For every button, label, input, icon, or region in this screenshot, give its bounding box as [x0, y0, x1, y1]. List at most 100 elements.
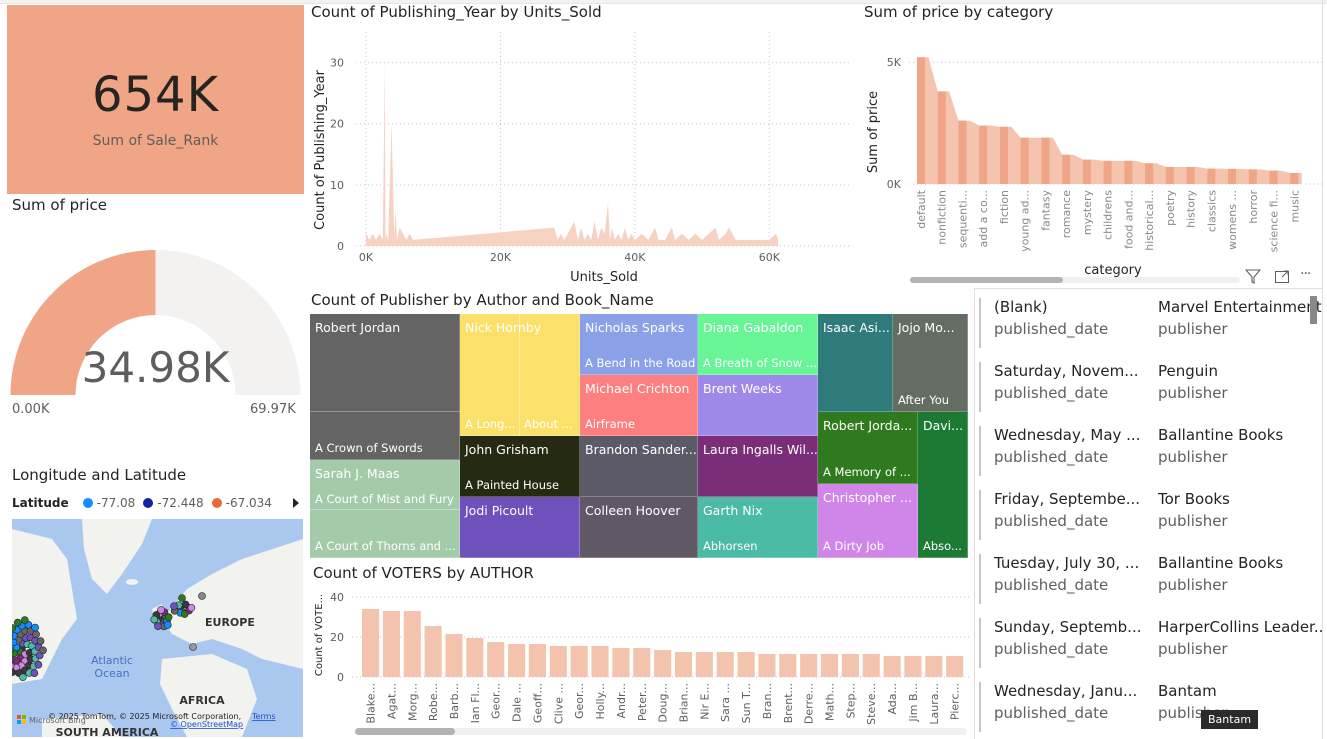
treemap-tile[interactable]: Laura Ingalls Wil...: [698, 436, 818, 497]
category-bar[interactable]: [979, 125, 988, 184]
category-scrollbar-thumb[interactable]: [910, 277, 1063, 283]
category-bar[interactable]: [1165, 166, 1174, 184]
category-scrollbar-track[interactable]: [910, 277, 1240, 283]
category-bar[interactable]: [1124, 160, 1133, 184]
record-card[interactable]: (Blank) published_date Marvel Entertainmen…: [979, 298, 1322, 348]
map-point[interactable]: [12, 624, 17, 632]
map-point[interactable]: [189, 643, 197, 651]
category-bar[interactable]: [1248, 169, 1257, 184]
treemap-tile[interactable]: Nick Hornby A Long... About ...: [460, 314, 580, 436]
category-bar[interactable]: [1062, 154, 1071, 184]
treemap-tile[interactable]: Sarah J. Maas A Court of Mist and Fury A C…: [310, 460, 460, 558]
category-bar[interactable]: [958, 120, 967, 184]
voters-scrollbar-track[interactable]: [355, 728, 967, 735]
map-point[interactable]: [30, 669, 39, 677]
voters-bar[interactable]: [841, 654, 859, 677]
map-point[interactable]: [32, 630, 40, 639]
area-chart[interactable]: 0 10 20 30 0K 20K 40K 60K Units_Sold Count of P…: [305, 22, 855, 290]
gauge-chart[interactable]: [7, 240, 304, 400]
voters-bar[interactable]: [925, 656, 943, 677]
treemap-tile[interactable]: Robert Jorda... A Memory of ...: [818, 412, 918, 484]
voters-bar[interactable]: [674, 652, 693, 677]
voters-bar[interactable]: [716, 652, 734, 677]
treemap-tile[interactable]: Jodi Picoult: [460, 497, 580, 558]
record-card[interactable]: Wednesday, May ... published_date Ballanti…: [979, 426, 1319, 476]
voters-bar[interactable]: [466, 638, 484, 677]
focus-mode-icon[interactable]: [1274, 268, 1290, 288]
area-series[interactable]: [366, 62, 779, 247]
category-bar[interactable]: [999, 126, 1008, 184]
map-point[interactable]: [13, 618, 22, 627]
map-point[interactable]: [12, 668, 16, 677]
map-point[interactable]: [12, 638, 18, 647]
voters-bar[interactable]: [737, 652, 755, 677]
voters-bar[interactable]: [779, 654, 797, 677]
voters-bar[interactable]: [362, 609, 380, 677]
category-bar[interactable]: [1228, 168, 1237, 184]
map-point[interactable]: [150, 615, 159, 624]
category-bar[interactable]: [1145, 163, 1154, 184]
map-point[interactable]: [19, 673, 27, 681]
treemap-tile[interactable]: Brandon Sander...: [580, 436, 698, 497]
category-bar[interactable]: [1290, 173, 1299, 184]
treemap-tile[interactable]: Diana Gabaldon A Breath of Snow ...: [698, 314, 818, 375]
voters-bar[interactable]: [862, 654, 880, 677]
category-chart[interactable]: 0K 5K default nonfiction sequenti... add a co…: [855, 22, 1327, 278]
map-osm-link[interactable]: © OpenStreetMap: [170, 720, 243, 729]
legend-item[interactable]: -72.448: [157, 496, 204, 510]
map-point[interactable]: [39, 646, 47, 655]
legend-item[interactable]: -77.08: [96, 496, 136, 510]
record-card[interactable]: Saturday, Novem... published_date Penguin p…: [979, 362, 1319, 412]
category-bar[interactable]: [937, 91, 946, 184]
map-point[interactable]: [180, 610, 189, 618]
map-point[interactable]: [12, 662, 15, 670]
voters-bar[interactable]: [758, 654, 776, 677]
voters-bar[interactable]: [382, 611, 400, 677]
voters-chart[interactable]: 0 20 40 Blake... Agat... Morg... Robe... Barb..…: [305, 585, 975, 725]
map-point[interactable]: [163, 621, 172, 629]
record-card[interactable]: Wednesday, Janu... published_date Bantam pu…: [979, 682, 1319, 732]
map-point[interactable]: [20, 616, 29, 624]
map-point[interactable]: [187, 603, 196, 612]
legend-next-arrow-icon[interactable]: [293, 498, 299, 508]
map-point[interactable]: [154, 622, 162, 631]
voters-bar[interactable]: [820, 654, 839, 677]
voters-bar[interactable]: [591, 646, 609, 677]
category-bar[interactable]: [1041, 137, 1050, 184]
map-point[interactable]: [12, 632, 13, 639]
treemap-tile[interactable]: Isaac Asi...: [818, 314, 893, 412]
voters-bar[interactable]: [883, 656, 901, 677]
legend-item[interactable]: -67.034: [225, 496, 272, 510]
category-bar[interactable]: [1103, 160, 1112, 184]
voters-bar[interactable]: [612, 648, 630, 677]
map-data-points[interactable]: [12, 592, 206, 681]
voters-bar[interactable]: [946, 656, 964, 677]
treemap-tile[interactable]: Colleen Hoover: [580, 497, 698, 558]
kpi-card-sale-rank[interactable]: 654K Sum of Sale_Rank: [7, 5, 304, 194]
category-bar[interactable]: [1186, 166, 1195, 184]
treemap-tile[interactable]: John Grisham A Painted House: [460, 436, 580, 497]
map-point[interactable]: [178, 594, 186, 602]
records-scrollbar-thumb[interactable]: [1310, 296, 1317, 324]
voters-bar[interactable]: [633, 648, 651, 677]
voters-bar[interactable]: [528, 644, 547, 677]
voters-bar[interactable]: [654, 650, 672, 677]
map-point[interactable]: [164, 613, 173, 621]
map-visual[interactable]: Atlantic Ocean EUROPE AFRICA SOUTH AMERI…: [12, 519, 303, 737]
map-point[interactable]: [157, 606, 165, 614]
voters-bar[interactable]: [904, 656, 922, 677]
voters-bar[interactable]: [445, 634, 463, 677]
map-point[interactable]: [198, 592, 206, 600]
treemap-chart[interactable]: Robert Jordan A Crown of Swords Nick Horn…: [310, 314, 968, 558]
record-card[interactable]: Tuesday, July 30, ... published_date Balla…: [979, 554, 1319, 604]
filter-icon[interactable]: [1244, 268, 1262, 288]
map-point[interactable]: [12, 631, 18, 640]
voters-scrollbar-thumb[interactable]: [355, 728, 455, 735]
treemap-tile[interactable]: Robert Jordan A Crown of Swords: [310, 314, 460, 460]
map-point[interactable]: [31, 623, 39, 632]
voters-bar[interactable]: [695, 652, 713, 677]
treemap-tile[interactable]: Davi... Abso...: [918, 412, 968, 558]
voters-bar[interactable]: [800, 654, 818, 677]
category-bar[interactable]: [1269, 170, 1278, 184]
treemap-tile[interactable]: Nicholas Sparks A Bend in the Road: [580, 314, 698, 375]
